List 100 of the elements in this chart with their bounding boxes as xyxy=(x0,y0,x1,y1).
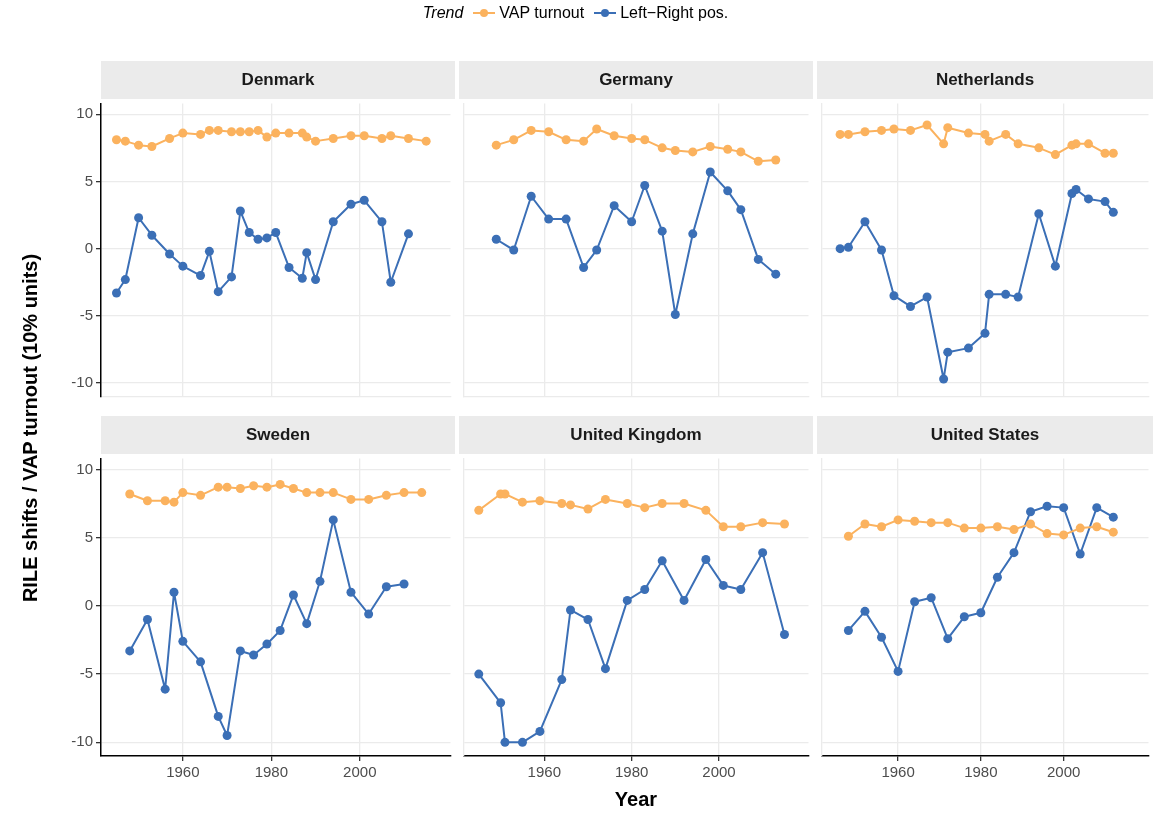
point xyxy=(253,125,263,135)
point xyxy=(160,684,170,694)
point xyxy=(557,675,567,685)
point xyxy=(1083,139,1093,149)
chart-title: Germany xyxy=(459,61,813,99)
point xyxy=(111,288,121,298)
point xyxy=(701,505,711,515)
point xyxy=(196,271,206,281)
point xyxy=(359,131,369,141)
point xyxy=(213,125,223,135)
point xyxy=(315,576,325,586)
legend-label: VAP turnout xyxy=(499,4,585,22)
point xyxy=(657,143,667,153)
x-tick-label: 2000 xyxy=(343,763,377,781)
point xyxy=(860,519,870,529)
point xyxy=(244,228,254,238)
point xyxy=(196,657,206,667)
point xyxy=(1071,185,1081,195)
point xyxy=(657,499,667,509)
point xyxy=(779,630,789,640)
point xyxy=(640,180,650,190)
x-tick-label: 1980 xyxy=(614,763,649,781)
point xyxy=(701,554,711,564)
point xyxy=(910,516,920,526)
x-axis-title: Year xyxy=(613,788,659,811)
x-tick-label: 1960 xyxy=(881,763,915,781)
point xyxy=(544,127,554,137)
point xyxy=(877,632,887,642)
x-tick-label: 1960 xyxy=(166,763,200,781)
point xyxy=(1042,529,1052,539)
point xyxy=(984,136,994,146)
point xyxy=(705,142,715,152)
point xyxy=(509,245,519,255)
point xyxy=(120,136,130,146)
point xyxy=(381,490,391,500)
point xyxy=(474,505,484,515)
point xyxy=(657,556,667,566)
point xyxy=(984,289,994,299)
point xyxy=(346,131,356,141)
point xyxy=(922,120,932,130)
point xyxy=(1009,548,1019,558)
point xyxy=(328,217,338,227)
point xyxy=(169,497,179,507)
point xyxy=(992,572,1002,582)
point xyxy=(1108,148,1118,158)
point xyxy=(417,488,427,498)
x-tick-label: 1960 xyxy=(527,763,561,781)
chart-title: Sweden xyxy=(101,416,455,454)
point xyxy=(1100,197,1110,207)
point xyxy=(640,585,650,595)
y-tick-label: -5 xyxy=(79,664,93,682)
point xyxy=(963,343,973,353)
point xyxy=(1059,530,1069,540)
point xyxy=(302,248,312,258)
point xyxy=(399,488,409,498)
point xyxy=(262,233,272,243)
point xyxy=(196,490,206,500)
point xyxy=(976,608,986,618)
point xyxy=(1009,524,1019,534)
point xyxy=(723,186,733,196)
point xyxy=(535,496,545,506)
point xyxy=(679,595,689,605)
point xyxy=(561,135,571,145)
point xyxy=(1050,261,1060,271)
point xyxy=(943,634,953,644)
point xyxy=(302,619,312,629)
point xyxy=(718,522,728,532)
point xyxy=(565,500,575,510)
point xyxy=(877,125,887,135)
point xyxy=(963,128,973,138)
x-tick-label: 2000 xyxy=(1046,763,1081,781)
point xyxy=(1001,289,1011,299)
point xyxy=(403,229,413,239)
point xyxy=(926,593,936,603)
point xyxy=(860,606,870,616)
point xyxy=(943,347,953,357)
point xyxy=(284,262,294,272)
point xyxy=(1026,507,1036,517)
point xyxy=(328,133,338,143)
point xyxy=(980,129,990,139)
point xyxy=(328,515,338,525)
point xyxy=(893,666,903,676)
point xyxy=(421,136,431,146)
point xyxy=(142,615,152,625)
point xyxy=(222,731,232,741)
point xyxy=(249,481,259,491)
point xyxy=(910,597,920,607)
point xyxy=(359,195,369,205)
point xyxy=(959,612,969,622)
point xyxy=(1013,139,1023,149)
point xyxy=(1075,523,1085,533)
point xyxy=(557,499,567,509)
point xyxy=(835,244,845,254)
point xyxy=(579,262,589,272)
point xyxy=(275,479,285,489)
point xyxy=(860,217,870,227)
point xyxy=(328,488,338,498)
chart-title: United Kingdom xyxy=(459,416,813,454)
point xyxy=(592,245,602,255)
point xyxy=(178,636,188,646)
